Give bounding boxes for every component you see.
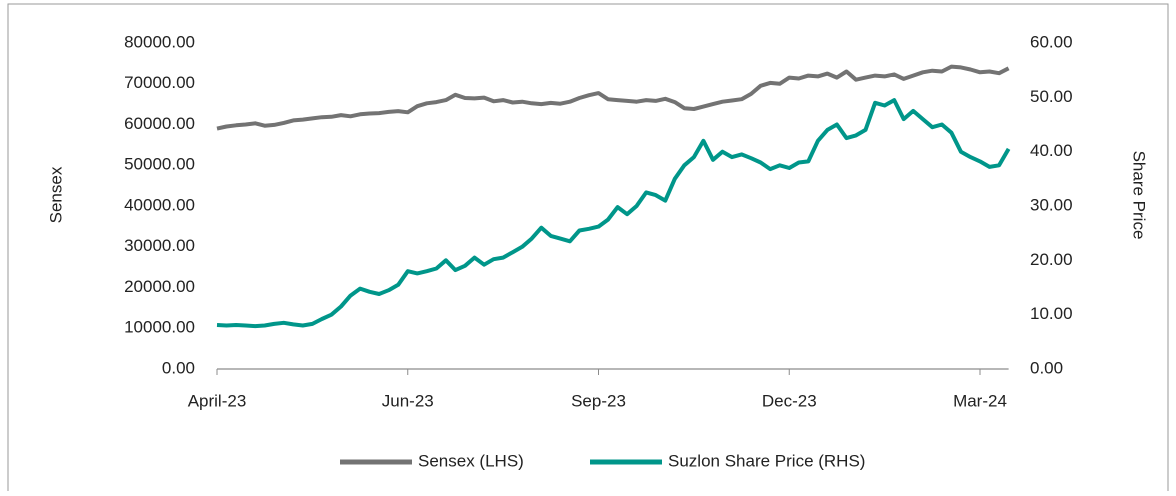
x-tick-label: Mar-24 (953, 391, 1007, 410)
y-tick-label: 10000.00 (124, 318, 195, 337)
legend-label: Suzlon Share Price (RHS) (668, 451, 865, 470)
x-tick-label: Jun-23 (382, 391, 434, 410)
x-tick-label: April-23 (188, 391, 247, 410)
x-tick-label: Sep-23 (571, 391, 626, 410)
y-tick-label: 50000.00 (124, 155, 195, 174)
series-line (216, 64, 1010, 131)
chart-frame (7, 3, 1169, 496)
y2-axis-label: Share Price (1130, 151, 1149, 240)
y-tick-label: 80000.00 (124, 32, 195, 51)
y2-tick-label: 0.00 (1030, 358, 1063, 377)
series-line (216, 98, 1011, 329)
y2-tick-label: 40.00 (1030, 141, 1073, 160)
legend-label: Sensex (LHS) (418, 451, 524, 470)
x-tick-label: Dec-23 (762, 391, 817, 410)
y-axis-label: Sensex (46, 166, 65, 223)
y2-tick-label: 20.00 (1030, 250, 1073, 269)
y2-tick-label: 50.00 (1030, 87, 1073, 106)
y2-tick-label: 30.00 (1030, 195, 1073, 214)
y-tick-label: 70000.00 (124, 73, 195, 92)
y-tick-label: 60000.00 (124, 114, 195, 133)
y-tick-label: 20000.00 (124, 277, 195, 296)
y-tick-label: 40000.00 (124, 195, 195, 214)
y2-tick-label: 60.00 (1030, 32, 1073, 51)
y-tick-label: 0.00 (162, 358, 195, 377)
y-tick-label: 30000.00 (124, 236, 195, 255)
y2-tick-label: 10.00 (1030, 304, 1073, 323)
